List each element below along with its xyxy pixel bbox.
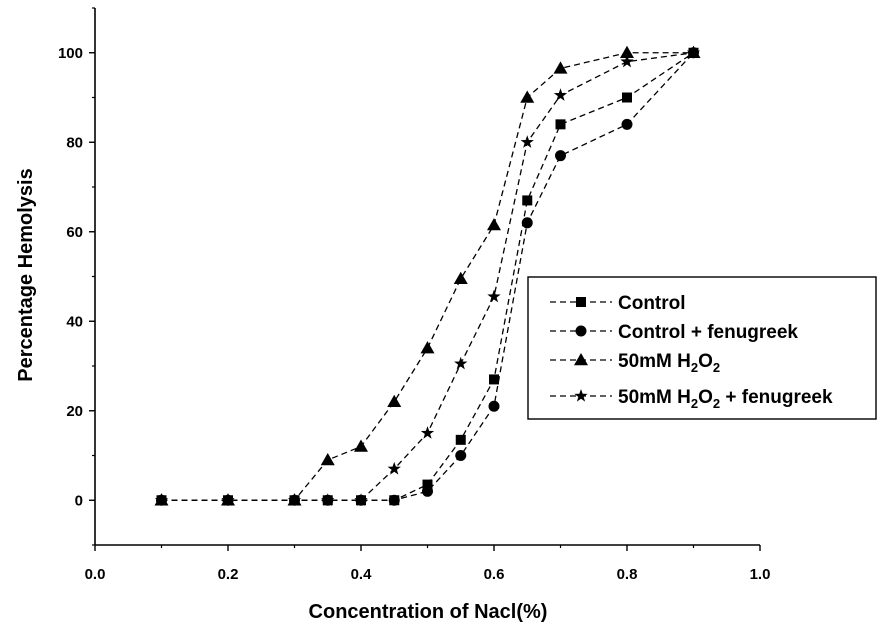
data-point-triangle	[387, 394, 402, 408]
data-point-square	[555, 119, 566, 130]
data-point-triangle	[620, 45, 634, 58]
series-star	[154, 45, 701, 506]
x-tick-label: 0.8	[617, 566, 638, 583]
data-point-triangle	[553, 61, 568, 74]
data-point-square	[422, 479, 433, 490]
data-point-star	[221, 493, 235, 506]
data-point-star	[487, 289, 501, 303]
data-point-circle	[455, 450, 467, 461]
data-point-circle	[488, 400, 500, 412]
data-point-triangle	[574, 353, 588, 366]
y-tick-label: 20	[66, 403, 83, 420]
x-axis-title: Concentration of Nacl(%)	[309, 601, 548, 623]
data-point-circle	[521, 217, 533, 229]
data-point-triangle	[487, 218, 501, 231]
data-point-star	[354, 493, 368, 506]
y-tick-label: 40	[66, 313, 83, 330]
series-triangle	[154, 45, 701, 506]
legend-label: 50mM H2O2 + fenugreek	[618, 387, 833, 411]
data-point-circle	[388, 494, 400, 506]
data-point-star	[387, 461, 401, 475]
data-point-star	[287, 493, 302, 506]
data-point-triangle	[420, 341, 435, 354]
data-point-star	[454, 356, 468, 370]
data-point-circle	[621, 118, 633, 130]
x-tick-label: 0.0	[85, 566, 106, 583]
data-point-star	[321, 493, 335, 506]
data-point-square	[489, 374, 499, 385]
data-point-star	[520, 135, 534, 148]
y-tick-label: 0	[75, 492, 83, 509]
x-tick-label: 0.4	[351, 566, 373, 583]
legend-item: Control + fenugreek	[550, 322, 798, 343]
y-tick-label: 80	[66, 134, 83, 151]
data-point-circle	[575, 325, 587, 337]
data-point-circle	[422, 485, 433, 497]
data-point-star	[686, 45, 701, 59]
legend-item: 50mM H2O2	[550, 351, 720, 375]
y-tick-label: 60	[66, 224, 83, 241]
data-point-triangle	[354, 439, 368, 452]
data-point-circle	[555, 150, 566, 162]
legend-label: Control + fenugreek	[618, 322, 798, 343]
data-point-star	[553, 88, 568, 101]
data-point-triangle	[320, 452, 335, 466]
legend-label: 50mM H2O2	[618, 351, 720, 375]
y-tick-label: 100	[58, 45, 83, 62]
legend-item: Control	[550, 293, 686, 314]
data-point-star	[420, 426, 435, 439]
legend-label: Control	[618, 293, 686, 314]
data-point-triangle	[520, 90, 535, 103]
legend-item: 50mM H2O2 + fenugreek	[550, 387, 833, 411]
data-point-triangle	[453, 271, 468, 284]
x-tick-label: 0.2	[218, 566, 239, 583]
x-tick-label: 0.6	[484, 566, 505, 583]
legend: Control Control + fenugreek 50mM H2O2 50mM …	[527, 276, 877, 420]
axes: 0 20 40 60 80 100 0.0 0.2 0.4 0.6 0.8 1.0	[58, 7, 771, 583]
data-point-square	[622, 92, 632, 103]
data-point-square	[455, 434, 466, 445]
data-point-square	[522, 195, 533, 206]
data-point-square	[576, 297, 586, 307]
y-axis-title: Percentage Hemolysis	[15, 168, 37, 381]
series-layer	[154, 45, 701, 506]
data-point-star	[574, 389, 588, 402]
data-point-star	[620, 54, 634, 68]
data-point-star	[154, 493, 169, 506]
x-tick-label: 1.0	[750, 566, 771, 583]
